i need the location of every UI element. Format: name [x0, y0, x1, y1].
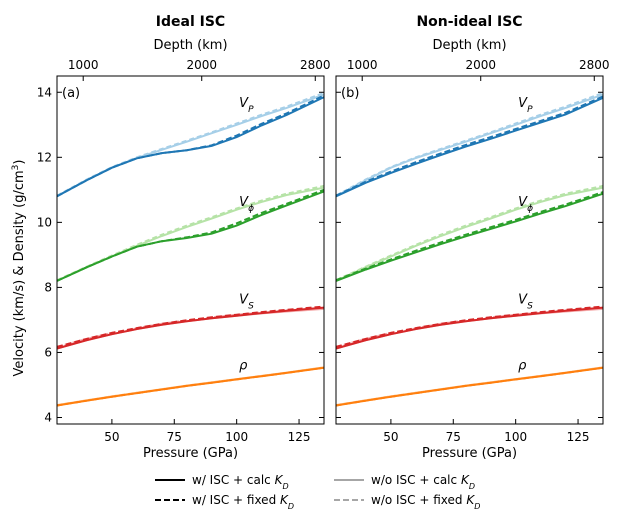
series-line-V_S-with-isc-calc [335, 306, 604, 350]
y-axis-label: Velocity (km/s) & Density (g/cm3) [11, 160, 27, 377]
series-line-V_P-without-isc-calc [56, 93, 325, 198]
series-line-V_phi-with-isc-calc [335, 192, 604, 282]
series-line-V_phi-with-isc-calc [56, 190, 325, 282]
top-tick-label: 2000 [465, 58, 496, 72]
legend-entry: w/o ISC + fixed KD [371, 493, 480, 511]
y-tick-label: 4 [44, 410, 52, 424]
y-tick-label: 12 [37, 150, 52, 164]
panel-b: Non-ideal ISC Depth (km) Pressure (GPa) VP V… [335, 14, 610, 461]
y-tick-label: 14 [37, 85, 52, 99]
y-axis-label-sup: 3 [11, 165, 21, 171]
y-tick-label: 10 [37, 215, 52, 229]
series-line-V_S-without-isc-calc [335, 307, 604, 350]
x-tick-label: 50 [104, 430, 119, 444]
series-line-V_phi-without-isc-fixed [56, 184, 325, 282]
legend-entry: w/o ISC + calc KD [371, 473, 475, 491]
legend-entry: w/ ISC + calc KD [192, 473, 289, 491]
legend: w/ ISC + calc KD w/ ISC + fixed KD w/o ISC… [155, 473, 480, 511]
panel-a: Ideal ISC Depth (km) Pressure (GPa) VP Vϕ VS ρ… [37, 14, 331, 461]
series-line-rho-with-isc-calc [335, 366, 604, 407]
x-tick-label: 125 [567, 430, 590, 444]
series-line-V_P-with-isc-calc [335, 96, 604, 198]
legend-entry: w/ ISC + fixed KD [192, 493, 294, 511]
series-line-V_P-without-isc-fixed [56, 91, 325, 197]
series-line-V_P-with-isc-fixed [335, 95, 604, 197]
series-line-V_phi-without-isc-calc [56, 186, 325, 282]
top-tick-label: 2000 [186, 58, 217, 72]
panel-label: (b) [341, 86, 359, 101]
x-tick-label: 125 [288, 430, 311, 444]
x-tick-label: 100 [504, 430, 527, 444]
series-line-V_P-with-isc-calc [56, 96, 325, 198]
series-line-V_S-without-isc-fixed [335, 306, 604, 348]
series-line-rho-with-isc-calc [56, 366, 325, 407]
top-tick-label: 2800 [579, 58, 610, 72]
x-axis-label: Pressure (GPa) [143, 446, 238, 461]
top-tick-label: 2800 [300, 58, 331, 72]
series-line-V_S-without-isc-fixed [56, 306, 325, 348]
series-line-V_S-with-isc-calc [56, 306, 325, 350]
top-tick-label: 1000 [347, 58, 378, 72]
top-axis-label: Depth (km) [432, 38, 506, 53]
series-label-V_P: VP [239, 96, 254, 115]
series-line-V_phi-without-isc-fixed [335, 184, 604, 282]
y-axis-label-text: Velocity (km/s) & Density (g/cm [12, 170, 27, 376]
y-axis-label-close: ) [12, 160, 27, 165]
panel-title: Non-ideal ISC [416, 14, 522, 30]
x-tick-label: 75 [167, 430, 182, 444]
top-tick-label: 1000 [68, 58, 99, 72]
y-tick-label: 6 [44, 345, 52, 359]
series-line-V_P-with-isc-fixed [56, 94, 325, 198]
axes-frame [335, 75, 604, 425]
axes-frame [56, 75, 325, 425]
x-axis-label: Pressure (GPa) [422, 446, 517, 461]
series-line-V_phi-with-isc-fixed [56, 188, 325, 282]
x-tick-label: 75 [446, 430, 461, 444]
series-label-V_S: VS [239, 293, 254, 312]
x-tick-label: 100 [225, 430, 248, 444]
series-line-V_phi-with-isc-fixed [335, 191, 604, 282]
series-line-V_P-without-isc-fixed [335, 91, 604, 197]
series-label-V_S: VS [518, 293, 533, 312]
series-label-rho: ρ [239, 358, 248, 373]
panel-label: (a) [62, 86, 80, 101]
top-axis-label: Depth (km) [153, 38, 227, 53]
series-line-V_S-without-isc-calc [56, 307, 325, 350]
y-tick-label: 8 [44, 280, 52, 294]
series-label-rho: ρ [518, 358, 527, 373]
panel-title: Ideal ISC [156, 14, 225, 30]
series-label-V_P: VP [518, 96, 533, 115]
series-label-V_phi: Vϕ [518, 195, 533, 214]
x-tick-label: 50 [383, 430, 398, 444]
series-label-V_phi: Vϕ [239, 195, 254, 214]
